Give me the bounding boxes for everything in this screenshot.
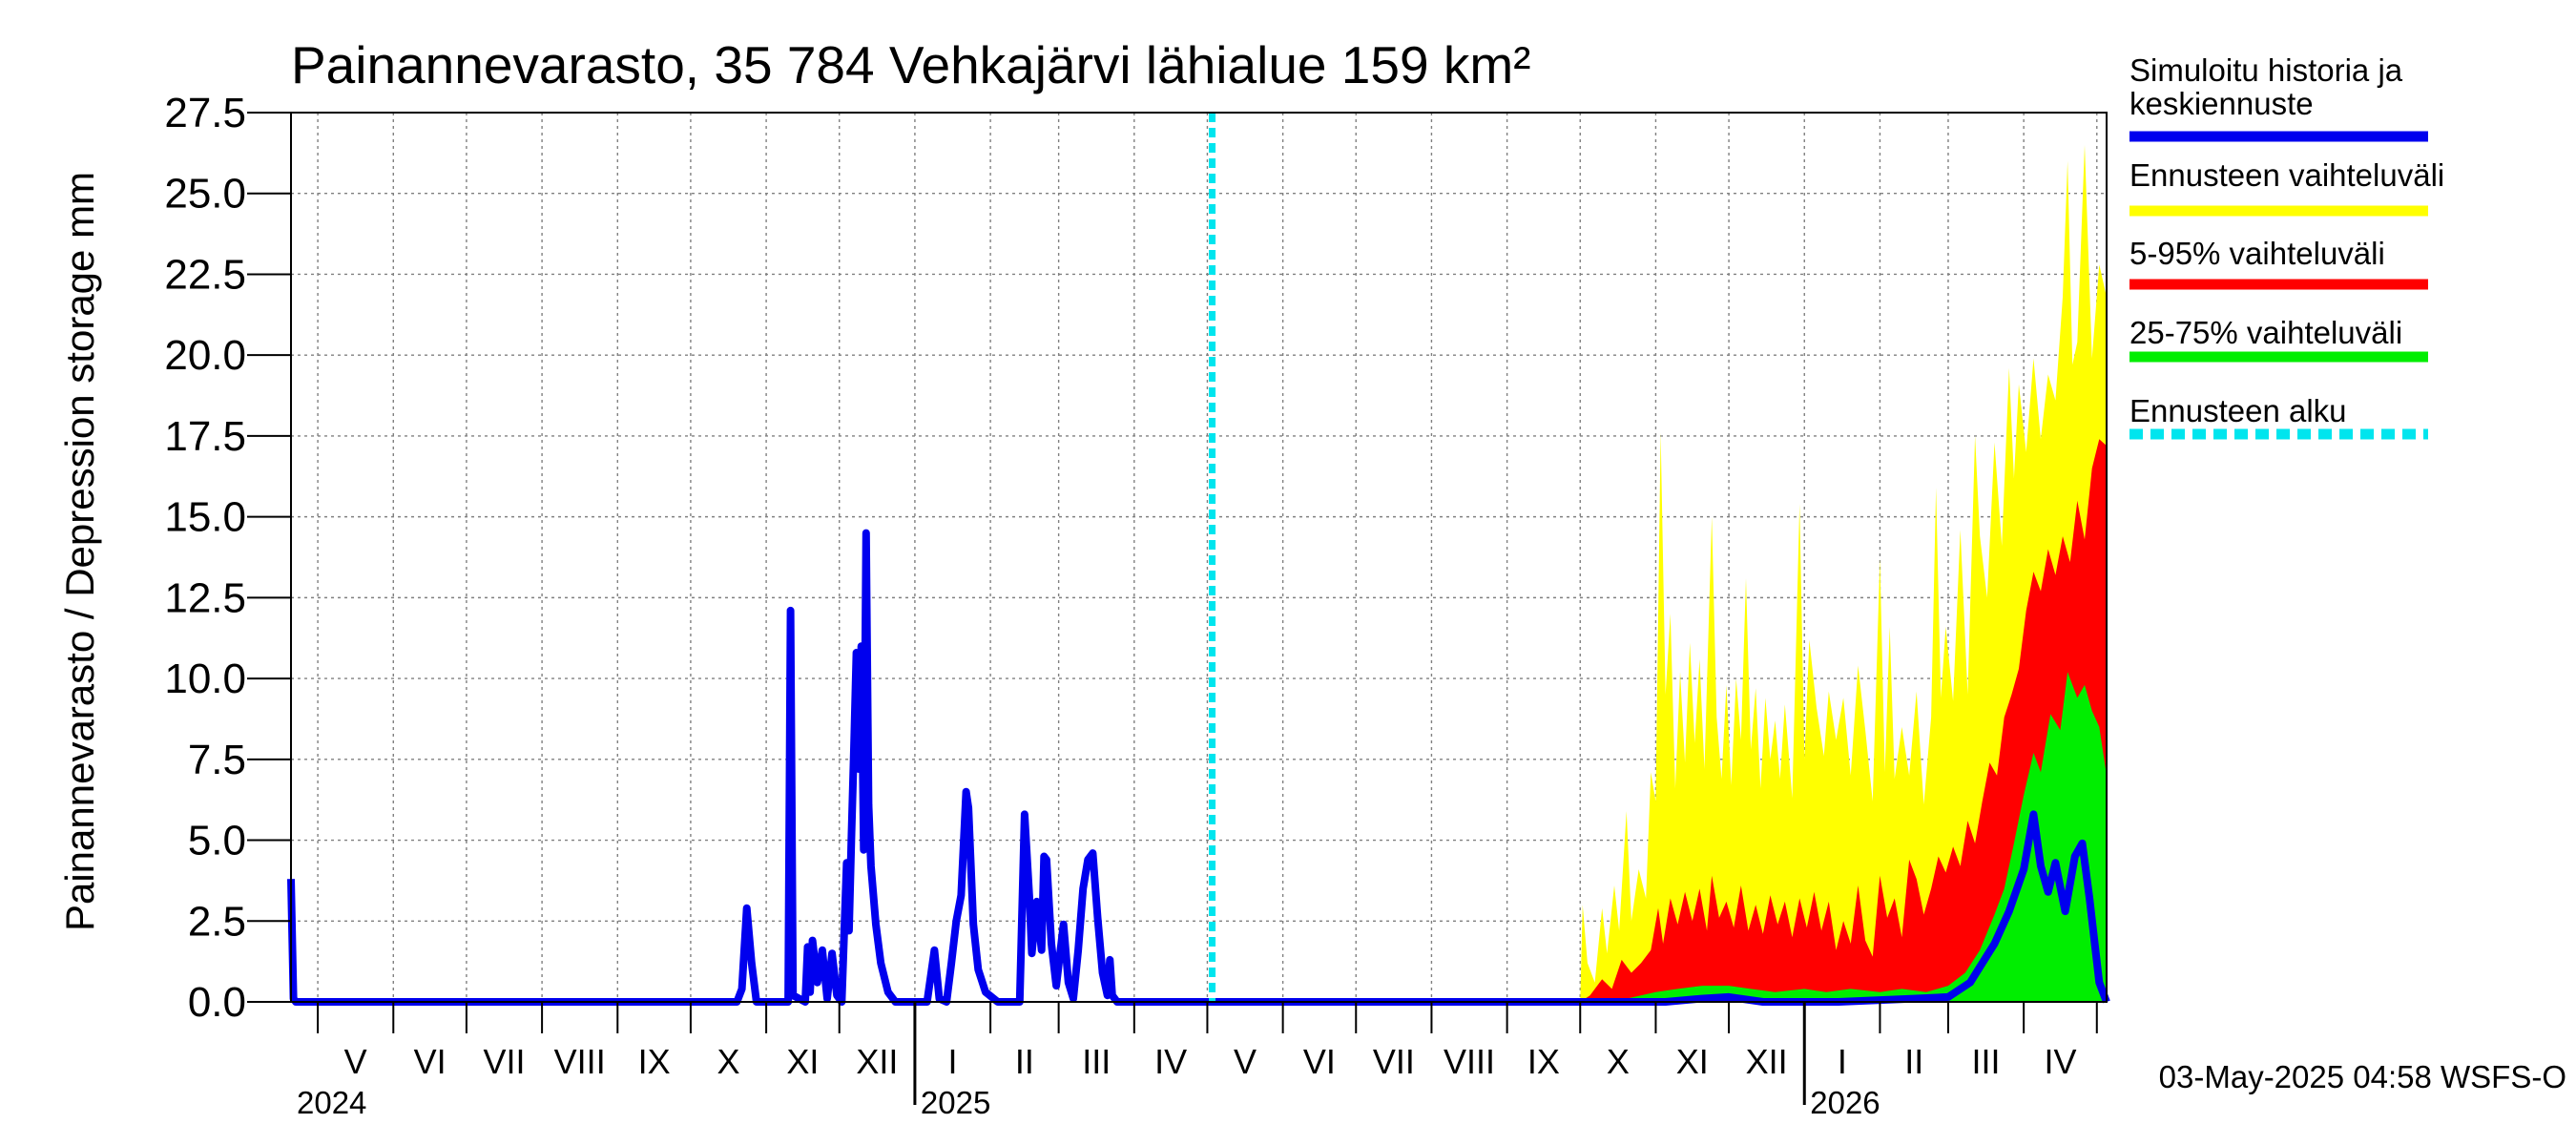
legend-label: Simuloitu historia ja	[2129, 52, 2403, 88]
year-label: 2024	[297, 1085, 366, 1120]
y-tick-label: 27.5	[164, 90, 246, 136]
band-area	[1580, 144, 2107, 1002]
y-tick-label: 2.5	[188, 898, 246, 945]
history-mean-line	[287, 529, 2110, 1006]
month-label: V	[344, 1042, 367, 1081]
month-label: XI	[786, 1042, 819, 1081]
history-line	[287, 529, 2110, 1006]
month-label: VI	[414, 1042, 447, 1081]
month-label: VII	[1373, 1042, 1415, 1081]
legend-label: Ennusteen vaihteluväli	[2129, 157, 2444, 193]
chart-title: Painannevarasto, 35 784 Vehkajärvi lähia…	[291, 35, 1530, 94]
band-area	[1580, 439, 2107, 1002]
month-label: X	[1607, 1042, 1630, 1081]
month-label: XII	[856, 1042, 898, 1081]
month-label: IX	[638, 1042, 671, 1081]
month-label: VIII	[554, 1042, 606, 1081]
axes	[290, 112, 2108, 1003]
y-tick-label: 0.0	[188, 979, 246, 1026]
timestamp: 03-May-2025 04:58 WSFS-O	[2159, 1059, 2566, 1094]
month-label: V	[1234, 1042, 1257, 1081]
month-label: IV	[1154, 1042, 1187, 1081]
month-label: II	[1015, 1042, 1034, 1081]
month-label: X	[717, 1042, 740, 1081]
forecast-bands	[1580, 144, 2107, 1002]
month-label: III	[1082, 1042, 1111, 1081]
month-label: I	[1838, 1042, 1847, 1081]
plot-frame	[290, 112, 2108, 1003]
month-label: II	[1904, 1042, 1923, 1081]
y-tick-label: 20.0	[164, 332, 246, 379]
y-tick-label: 17.5	[164, 413, 246, 460]
year-axis: 2024 2025 2026	[297, 1002, 1880, 1120]
legend-label: keskiennuste	[2129, 86, 2314, 121]
month-label: VIII	[1444, 1042, 1495, 1081]
y-tick-label: 15.0	[164, 494, 246, 541]
y-ticks: 0.0 2.5 5.0 7.5 10.0 12.5 15.0 17.5 20.0 22.5 25.0…	[164, 90, 291, 1026]
legend-label: 5-95% vaihteluväli	[2129, 236, 2385, 271]
month-label: XII	[1746, 1042, 1788, 1081]
grid	[291, 113, 2107, 1002]
y-tick-label: 12.5	[164, 574, 246, 621]
year-label: 2026	[1810, 1085, 1880, 1120]
month-label: III	[1972, 1042, 2001, 1081]
year-label: 2025	[921, 1085, 990, 1120]
band-area	[1580, 672, 2107, 1002]
month-label: VII	[483, 1042, 525, 1081]
y-tick-label: 7.5	[188, 737, 246, 783]
month-label: IX	[1527, 1042, 1560, 1081]
month-axis: V VI VII VIII IX X XI XII I II III IV V VI VII VIII IX X X…	[317, 1002, 2098, 1081]
legend-label: Ennusteen alku	[2129, 393, 2347, 428]
y-tick-label: 10.0	[164, 656, 246, 702]
month-label: I	[948, 1042, 958, 1081]
month-label: VI	[1303, 1042, 1336, 1081]
y-tick-label: 5.0	[188, 818, 246, 864]
y-axis-label: Painannevarasto / Depression storage mm	[57, 172, 102, 931]
y-tick-label: 22.5	[164, 251, 246, 298]
legend-label: 25-75% vaihteluväli	[2129, 315, 2402, 350]
month-label: XI	[1676, 1042, 1709, 1081]
month-label: IV	[2044, 1042, 2076, 1081]
y-tick-label: 25.0	[164, 171, 246, 218]
